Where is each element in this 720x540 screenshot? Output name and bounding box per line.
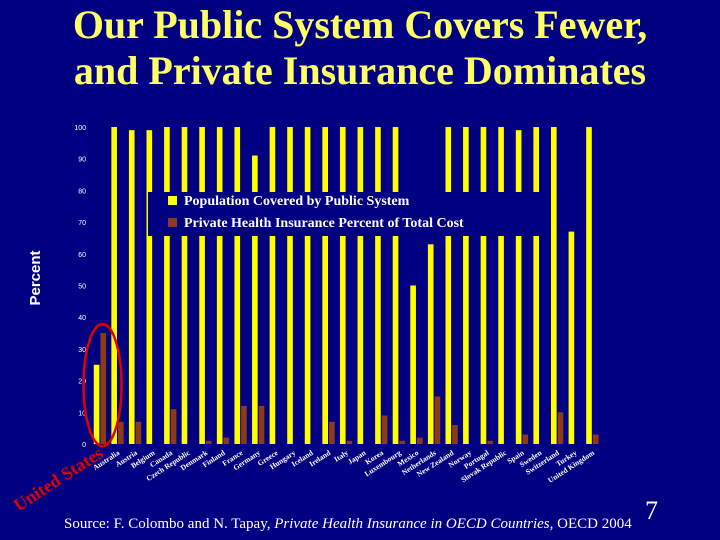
bar-public-iceland [304,127,311,444]
y-tick-label-80: 80 [78,188,86,195]
bar-private-germany [258,405,265,444]
bar-private-new-zealand [452,424,458,444]
annotation-ellipse [82,322,123,448]
page-number: 7 [645,496,658,525]
bar-public-denmark [199,127,205,444]
bar-public-ireland [322,127,329,444]
y-tick-label-50: 50 [78,284,86,291]
bar-public-new-zealand [445,127,452,444]
bar-private-austria [135,421,142,444]
bar-private-italy [346,440,353,444]
bar-public-japan [357,127,364,444]
y-tick-label-100: 100 [74,125,86,132]
source-prefix: Source: F. Colombo and N. Tapay, [64,516,275,532]
bar-public-france [234,127,241,444]
slide-title-line-2: and Private Insurance Dominates [73,48,647,93]
y-tick-label-10: 10 [78,410,86,417]
bar-private-united-kingdom [592,434,599,444]
legend-label-2: Private Health Insurance Percent of Tota… [184,216,464,231]
y-tick-label-70: 70 [78,220,86,227]
legend-label-1: Population Covered by Public System [184,194,410,209]
bar-public-turkey [568,231,575,444]
bar-private-mexico [416,437,423,444]
y-tick-label-0: 0 [82,442,86,449]
bar-public-switzerland [551,127,557,444]
bar-public-italy [339,127,346,444]
bar-public-sweden [533,127,540,444]
y-tick-label-20: 20 [78,379,86,386]
bar-public-mexico [410,285,416,444]
bar-public-canada [164,127,170,444]
bar-private-finland [223,437,230,444]
legend-swatch-1 [168,196,177,205]
y-tick-label-90: 90 [78,157,86,164]
bar-private-australia [118,421,124,444]
source-title: Private Health Insurance in OECD Countri… [274,516,550,532]
bar-public-belgium [146,130,153,445]
legend-box [148,192,550,236]
bar-private-spain [522,434,529,444]
x-tick-label-united-states: United States [10,443,107,516]
bar-public-united-kingdom [586,127,592,444]
bar-private-netherlands [434,396,441,444]
bar-private-korea [381,415,388,444]
y-tick-label-40: 40 [78,315,86,322]
y-tick-label-30: 30 [78,347,86,354]
bar-public-netherlands [427,244,434,444]
bar-public-czech-republic [181,127,188,444]
bar-private-denmark [205,440,212,444]
slide-title: Our Public System Covers Fewer, and Priv… [0,2,720,94]
bar-public-australia [111,127,117,444]
bar-public-luxembourg [392,127,399,444]
bar-private-canada [170,409,177,444]
bar-public-spain [515,130,522,445]
bar-public-hungary [287,127,293,444]
y-axis-label: Percent [27,250,44,305]
bar-public-austria [128,130,135,445]
bar-private-switzerland [557,412,564,444]
bar-private-ireland [329,421,335,444]
y-tick-label-60: 60 [78,252,86,259]
source-citation: Source: F. Colombo and N. Tapay, Private… [64,516,632,533]
bar-public-united-states [93,364,100,444]
bar-private-france [241,405,247,444]
bar-private-luxembourg [399,440,406,444]
bar-public-greece [269,127,276,444]
bar-public-germany [252,155,258,444]
bar-private-united-states [100,333,107,444]
bar-private-portugal [487,440,493,444]
source-suffix: , OECD 2004 [549,516,632,532]
bar-public-finland [216,127,223,444]
bar-public-norway [463,127,469,444]
bar-public-portugal [480,127,487,444]
legend-swatch-2 [168,218,177,227]
bar-public-slovak-republic [498,127,504,444]
bar-public-korea [375,127,381,444]
slide-title-line-1: Our Public System Covers Fewer, [72,2,648,47]
